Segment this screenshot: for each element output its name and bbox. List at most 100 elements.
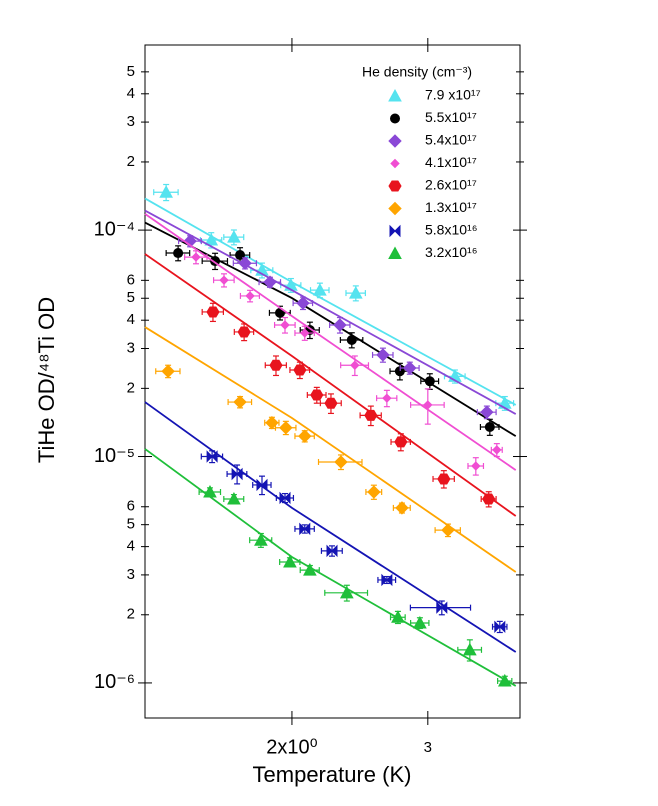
data-point [299, 522, 311, 536]
data-point [423, 400, 433, 410]
data-point [231, 467, 243, 481]
data-point [191, 252, 201, 262]
y-tick-label: 5 [127, 63, 135, 80]
legend-label: 5.8x10¹⁶ [425, 222, 477, 238]
y-tick-label: 2 [127, 606, 135, 623]
data-point [233, 395, 247, 409]
data-point [227, 491, 241, 505]
data-point [391, 610, 405, 623]
data-point [484, 422, 495, 433]
plot-frame [144, 44, 521, 719]
data-point [333, 318, 347, 332]
legend-label: 1.3x10¹⁷ [425, 199, 477, 215]
y-tick-label: 10⁻⁴ [94, 218, 135, 240]
data-point [279, 491, 291, 505]
data-point [403, 361, 417, 375]
data-point [346, 335, 357, 346]
data-point [394, 436, 408, 448]
y-tick-label: 4 [127, 311, 135, 328]
data-point [334, 455, 348, 469]
data-point [237, 326, 251, 338]
data-point [394, 366, 405, 377]
data-point [395, 501, 409, 515]
data-point [463, 642, 477, 656]
fit-line [144, 401, 517, 653]
legend-title: He density (cm⁻³) [362, 64, 472, 80]
legend-label: 4.1x10¹⁷ [425, 154, 477, 170]
data-point [245, 291, 255, 301]
data-point [219, 275, 229, 285]
data-point [265, 416, 279, 430]
data-point [424, 376, 435, 387]
fit-line [144, 326, 517, 573]
data-point [381, 573, 393, 587]
legend-marker [388, 134, 402, 148]
y-tick-label: 3 [127, 339, 135, 356]
data-point [254, 533, 268, 546]
data-point [441, 523, 455, 537]
data-point [293, 364, 307, 376]
data-point [376, 348, 390, 362]
data-point [203, 484, 217, 498]
x-tick-label: 2x10⁰ [266, 736, 317, 758]
y-tick-label: 6 [127, 271, 135, 288]
x-axis-title: Temperature (K) [253, 762, 412, 787]
y-tick-label: 4 [127, 85, 135, 102]
legend-marker [388, 201, 402, 216]
data-point [204, 232, 219, 246]
legend-marker [390, 158, 400, 169]
data-point [382, 393, 392, 403]
fit-line [144, 253, 517, 517]
y-tick-label: 2 [127, 153, 135, 170]
fit-line [144, 209, 517, 415]
y-tick-label: 5 [127, 289, 135, 306]
data-point [279, 421, 293, 435]
legend-label: 5.4x10¹⁷ [425, 132, 477, 148]
y-tick-label: 5 [127, 516, 135, 533]
data-point [227, 230, 241, 243]
legend-label: 7.9 x10¹⁷ [425, 87, 481, 103]
data-point [159, 185, 173, 198]
data-point [161, 364, 175, 378]
data-point [313, 283, 327, 296]
fit-line [144, 213, 517, 471]
data-point [269, 359, 283, 371]
y-tick-label: 10⁻⁶ [94, 671, 135, 693]
y-tick-label: 4 [127, 538, 135, 555]
data-point [256, 478, 268, 492]
data-point [324, 397, 338, 409]
data-point [471, 461, 481, 471]
y-tick-label: 2 [127, 379, 135, 396]
legend-label: 3.2x10¹⁶ [425, 244, 477, 260]
data-point [326, 544, 338, 558]
y-tick-label: 3 [127, 566, 135, 583]
data-point [348, 286, 363, 299]
data-point [300, 328, 310, 338]
data-point [206, 450, 218, 463]
legend-marker [389, 224, 401, 238]
data-point [364, 409, 378, 421]
data-point [280, 320, 290, 330]
data-point [350, 360, 360, 370]
legend-marker [390, 113, 400, 124]
data-point [497, 673, 512, 687]
data-point [492, 445, 502, 455]
data-point [437, 473, 451, 485]
data-point [263, 275, 277, 289]
data-point [173, 248, 184, 259]
data-point [283, 554, 297, 568]
data-point [296, 296, 310, 310]
data-point [303, 563, 317, 576]
y-tick-label: 3 [127, 113, 135, 130]
data-point [298, 429, 312, 443]
data-point [310, 389, 324, 401]
y-tick-label: 10⁻⁵ [94, 445, 135, 467]
data-point [482, 493, 496, 505]
y-axis-title: TiHe OD/⁴⁸Ti OD [34, 297, 59, 463]
fit-line [144, 448, 517, 687]
data-point [339, 585, 354, 599]
legend-marker [388, 88, 402, 102]
data-point [238, 256, 252, 270]
legend-marker [388, 180, 402, 192]
